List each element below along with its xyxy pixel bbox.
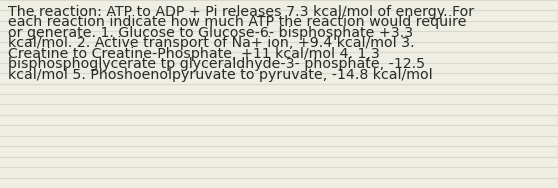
Text: each reaction indicate how much ATP the reaction would require: each reaction indicate how much ATP the … bbox=[8, 15, 466, 30]
Text: kcal/mol 5. Phoshoenolpyruvate to pyruvate, -14.8 kcal/mol: kcal/mol 5. Phoshoenolpyruvate to pyruva… bbox=[8, 68, 432, 82]
Text: Creatine to Creatine-Phosphate, +11 kcal/mol 4. 1,3: Creatine to Creatine-Phosphate, +11 kcal… bbox=[8, 47, 380, 61]
Text: kcal/mol. 2. Active transport of Na+ ion, +9.4 kcal/mol 3.: kcal/mol. 2. Active transport of Na+ ion… bbox=[8, 36, 415, 50]
Text: The reaction: ATP to ADP + Pi releases 7.3 kcal/mol of energy. For: The reaction: ATP to ADP + Pi releases 7… bbox=[8, 5, 474, 19]
Text: bisphosphoglycerate tp glyceraldhyde-3- phosphate, -12.5: bisphosphoglycerate tp glyceraldhyde-3- … bbox=[8, 57, 425, 71]
Text: or generate. 1. Glucose to Glucose-6- bisphosphate +3.3: or generate. 1. Glucose to Glucose-6- bi… bbox=[8, 26, 413, 40]
